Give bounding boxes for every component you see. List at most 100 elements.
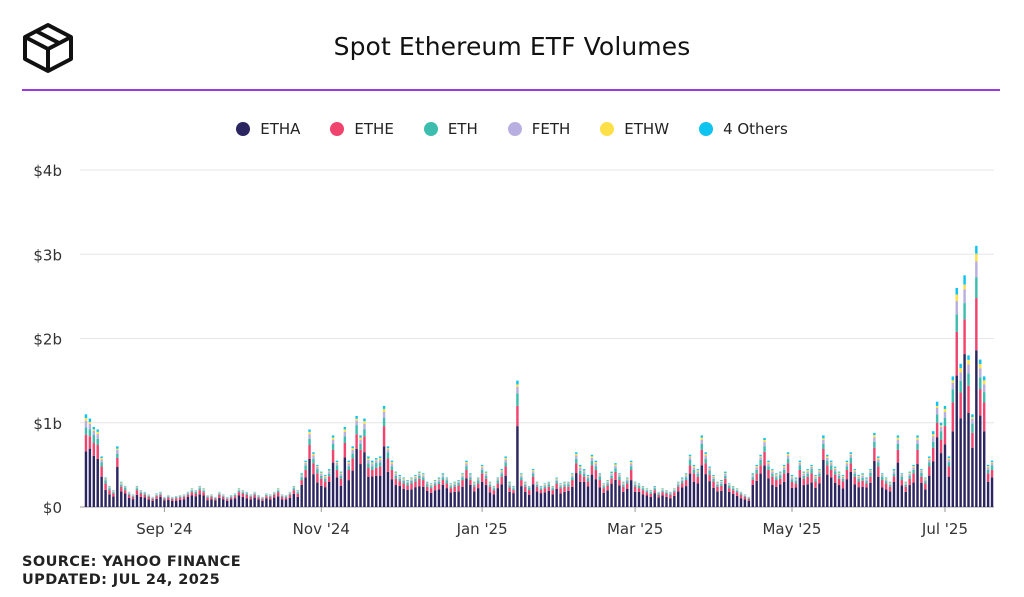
bar-segment (822, 435, 825, 439)
bar-segment (261, 497, 264, 499)
bar-segment (398, 474, 401, 477)
bar-segment (888, 484, 892, 487)
bar-segment (84, 420, 88, 428)
bar-segment (269, 499, 272, 507)
legend-item-4[interactable]: ETHW (600, 120, 669, 138)
bar-segment (928, 466, 931, 476)
bar-segment (716, 491, 719, 507)
bar-segment (112, 490, 115, 492)
bar-segment (626, 478, 629, 480)
bar-segment (461, 486, 464, 507)
bar-segment (225, 500, 229, 507)
bar-segment (445, 477, 449, 479)
bar-segment (190, 492, 194, 496)
cube-logo-icon (23, 23, 73, 73)
bar-segment (210, 495, 213, 497)
bar-segment (633, 486, 637, 492)
bar-segment (786, 458, 790, 464)
bar-segment (818, 470, 821, 472)
bar-segment (190, 490, 194, 493)
bar-segment (626, 483, 629, 489)
bar-segment (535, 482, 539, 484)
bar-segment (327, 469, 331, 471)
bar-segment (826, 454, 829, 457)
bar-segment (131, 495, 135, 496)
bar-segment (539, 485, 543, 487)
bar-segment (806, 473, 809, 477)
bar-segment (123, 486, 127, 489)
bar-segment (900, 474, 904, 477)
bar-segment (445, 478, 449, 479)
bar-segment (665, 490, 668, 492)
bar-segment (618, 476, 621, 481)
legend-dot-icon (236, 122, 251, 136)
bar-segment (586, 474, 590, 476)
bar-segment (798, 462, 802, 466)
bar-segment (951, 402, 955, 432)
bar-segment (296, 493, 299, 497)
bar-segment (586, 486, 590, 507)
bar-segment (928, 475, 931, 507)
bar-segment (924, 479, 927, 482)
bar-segment (139, 490, 143, 492)
bar-segment (135, 490, 139, 495)
bar-segment (931, 434, 935, 437)
bar-segment (884, 477, 888, 479)
bar-segment (359, 435, 362, 438)
bar-segment (657, 492, 660, 494)
bar-segment (708, 481, 711, 507)
bar-segment (982, 384, 986, 393)
bar-segment (296, 496, 299, 507)
bar-segment (445, 483, 449, 489)
bar-segment (516, 386, 519, 394)
bar-segment (174, 500, 178, 507)
bar-segment (88, 422, 92, 424)
bar-segment (320, 472, 323, 474)
bar-segment (116, 449, 119, 454)
bar-segment (680, 477, 684, 479)
legend-item-1[interactable]: ETHE (330, 120, 394, 138)
bar-segment (116, 466, 119, 507)
bar-segment (547, 481, 551, 483)
bar-segment (626, 488, 629, 507)
bar-segment (720, 485, 723, 491)
bar-segment (249, 495, 252, 497)
legend-item-3[interactable]: FETH (507, 120, 570, 138)
bar-segment (731, 485, 735, 487)
bar-segment (590, 457, 594, 462)
legend-item-2[interactable]: ETH (423, 120, 478, 138)
bar-segment (147, 495, 150, 497)
bar-segment (637, 485, 641, 489)
bar-segment (877, 459, 880, 463)
bar-segment (853, 484, 856, 507)
bar-segment (516, 384, 519, 387)
legend-item-0[interactable]: ETHA (236, 120, 300, 138)
bar-segment (504, 457, 507, 460)
y-tick-label: $1b (33, 415, 62, 433)
bar-segment (324, 487, 327, 507)
bar-segment (159, 491, 162, 493)
bar-segment (343, 429, 347, 432)
bar-segment (963, 275, 966, 285)
bar-segment (806, 469, 809, 471)
bar-segment (406, 482, 409, 486)
bar-segment (916, 435, 919, 438)
bar-segment (484, 473, 488, 476)
legend-item-5[interactable]: 4 Others (699, 120, 788, 138)
bar-segment (382, 411, 386, 419)
bar-segment (288, 494, 292, 498)
bar-segment (414, 476, 417, 479)
bar-segment (688, 459, 692, 466)
bar-segment (555, 483, 558, 489)
bar-segment (884, 478, 888, 480)
bar-segment (233, 496, 237, 499)
bar-segment (806, 471, 809, 474)
bar-segment (935, 401, 939, 406)
bar-segment (429, 484, 433, 485)
bar-segment (359, 449, 362, 465)
bar-segment (771, 469, 774, 471)
bar-segment (527, 490, 531, 495)
bar-segment (351, 448, 354, 450)
bar-segment (543, 492, 547, 507)
bar-segment (916, 449, 919, 465)
